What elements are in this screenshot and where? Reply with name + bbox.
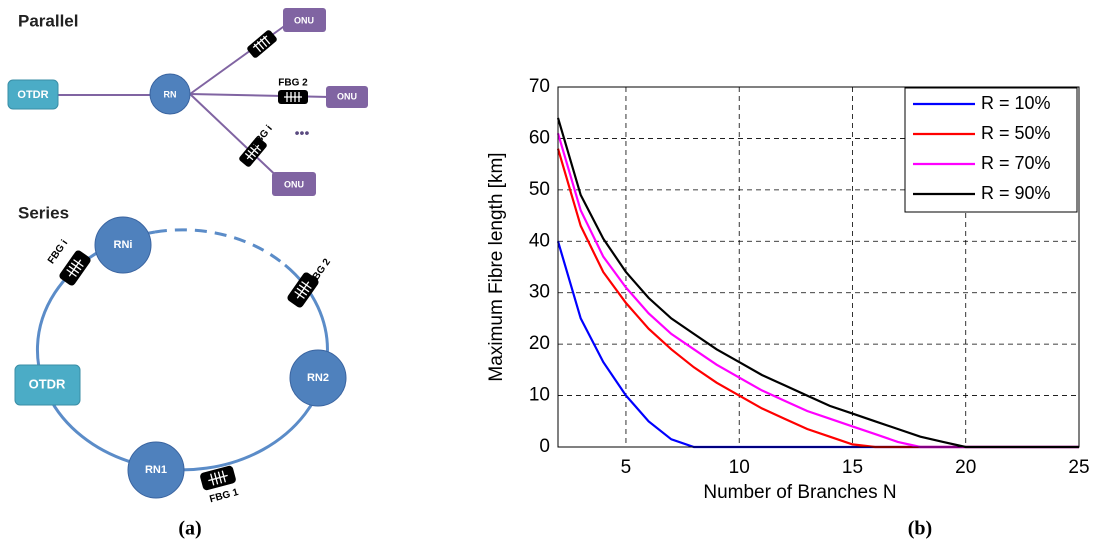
onu-label: ONU xyxy=(284,179,304,189)
chart: 0 10 20 30 40 50 60 70 5 10 15 20 25 R = 10% R = 50% R … xyxy=(529,76,1090,478)
fbg xyxy=(287,272,319,308)
rn-label: RN xyxy=(164,89,177,99)
y-tick-label: 40 xyxy=(529,230,550,251)
y-axis-label: Maximum Fibre length [km] xyxy=(486,152,507,381)
fbg-label: FBG 2 xyxy=(278,78,308,89)
x-tick-label: 5 xyxy=(621,457,632,478)
parallel-title: Parallel xyxy=(18,11,79,30)
ellipsis: ••• xyxy=(295,125,310,141)
y-tick-label: 10 xyxy=(529,385,550,406)
x-tick-label: 10 xyxy=(729,457,750,478)
otdr-box xyxy=(14,364,81,406)
onu-box xyxy=(283,8,326,32)
onu-box xyxy=(326,86,368,108)
fbg xyxy=(278,90,308,104)
y-tick-label: 60 xyxy=(529,127,550,148)
onu-label: ONU xyxy=(294,15,314,25)
rn-node xyxy=(127,441,185,499)
legend-label: R = 90% xyxy=(981,183,1051,203)
ring-gap xyxy=(154,228,286,267)
onu-box xyxy=(272,172,316,196)
otdr-box xyxy=(7,79,59,110)
otdr-label: OTDR xyxy=(17,89,48,101)
fbg-label: FBG 2 xyxy=(307,257,333,288)
rn-node xyxy=(289,349,347,407)
fbg xyxy=(239,137,267,167)
x-axis-label: Number of Branches N xyxy=(703,482,896,503)
plot-frame xyxy=(557,86,1080,448)
rn-label: RN2 xyxy=(307,372,329,384)
legend-label: R = 10% xyxy=(981,93,1051,113)
parallel-links xyxy=(58,21,331,185)
rn-label: RN1 xyxy=(145,464,167,476)
fbg xyxy=(200,465,236,491)
caption: (b) xyxy=(908,518,932,540)
legend-label: R = 50% xyxy=(981,123,1051,143)
rn-node xyxy=(94,216,152,274)
x-tick-label: 25 xyxy=(1068,457,1089,478)
legend-label: R = 70% xyxy=(981,153,1051,173)
x-tick-label: 20 xyxy=(955,457,976,478)
y-tick-label: 30 xyxy=(529,282,550,303)
y-tick-label: 70 xyxy=(529,76,550,97)
onu-label: ONU xyxy=(337,91,357,101)
otdr-label: OTDR xyxy=(29,376,66,391)
fbg xyxy=(247,30,277,58)
caption: (a) xyxy=(178,518,201,540)
y-tick-label: 20 xyxy=(529,333,550,354)
fbg-label: FBG 1 xyxy=(208,487,240,505)
x-tick-label: 15 xyxy=(842,457,863,478)
legend-box xyxy=(904,87,1078,213)
fbg-label: FBG i xyxy=(46,238,70,266)
y-tick-label: 50 xyxy=(529,179,550,200)
series-title: Series xyxy=(18,203,69,222)
rn-node xyxy=(149,73,191,115)
y-tick-label: 0 xyxy=(539,436,550,457)
rn-label: RNi xyxy=(114,239,133,251)
fbg xyxy=(59,250,91,286)
